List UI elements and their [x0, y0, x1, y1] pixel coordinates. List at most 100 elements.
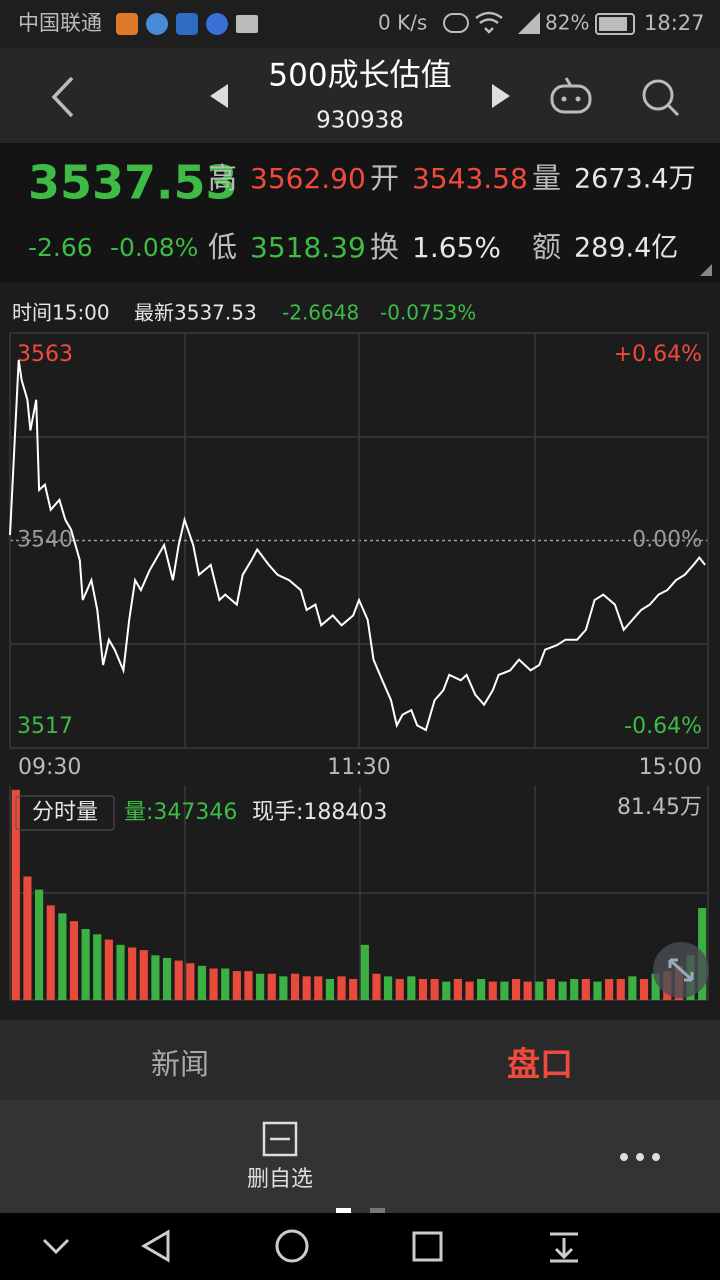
volume-bar [453, 978, 462, 1000]
clock: 18:27 [644, 11, 705, 35]
nav-notify[interactable] [550, 1232, 578, 1263]
volume-bar [23, 876, 32, 1000]
prev-button[interactable] [210, 84, 228, 108]
volume-bar [349, 978, 358, 1000]
battery-text: 82% [545, 11, 589, 35]
info-change: -2.6648 [282, 301, 359, 325]
y2-tick-label: -0.64% [624, 714, 702, 739]
volume-bar [162, 957, 172, 1000]
high: 3562.90 [250, 162, 366, 195]
tab-news[interactable]: 新闻 [151, 1047, 209, 1081]
x-tick-label: 11:30 [327, 755, 390, 780]
label: 额 [532, 230, 561, 264]
nav-home[interactable] [275, 1229, 309, 1263]
volume-bar [523, 981, 532, 1000]
code: 930938 [316, 108, 404, 134]
volume-bar [605, 978, 614, 1000]
volume-bar [35, 889, 44, 1000]
header [0, 48, 720, 143]
volume-bar [314, 976, 323, 1000]
x-tick-label: 15:00 [639, 755, 702, 780]
label: 量 [532, 161, 561, 195]
volume-bar [151, 955, 160, 1000]
volume-bar [221, 968, 230, 1000]
volume-bar [256, 973, 265, 1000]
y2-tick-label: +0.64% [614, 342, 702, 367]
volume-bar [407, 976, 416, 1000]
quote-panel [0, 143, 720, 283]
volume-bar [244, 971, 253, 1000]
open: 3543.58 [412, 162, 528, 195]
page-dot [336, 1208, 351, 1213]
volume-bar [186, 963, 195, 1000]
more-button[interactable] [620, 1153, 660, 1161]
volume-bar [570, 978, 579, 1000]
volume-bar [93, 934, 102, 1000]
info-latest: 最新3537.53 [134, 301, 257, 325]
nav-back[interactable] [141, 1229, 170, 1263]
y-tick-label: 3563 [17, 342, 73, 367]
volume-bar [197, 965, 207, 1000]
volume-bar [511, 978, 521, 1000]
volume-bar [174, 960, 183, 1000]
net-speed: 0 K/s [378, 11, 427, 35]
battery-icon [595, 13, 635, 35]
volume-tag [15, 795, 115, 831]
x-tick-label: 09:30 [18, 755, 81, 780]
volume-bar [535, 981, 544, 1000]
label: 低 [208, 230, 237, 264]
search-button[interactable] [642, 79, 680, 117]
turnover: 1.65% [412, 231, 501, 264]
volume-bar [442, 981, 451, 1000]
volume-bar [500, 981, 509, 1000]
back-button[interactable] [51, 76, 74, 118]
volume-bar [46, 905, 55, 1000]
wifi-icon [475, 11, 503, 34]
volume-bar [337, 976, 346, 1000]
volume-bar [279, 976, 288, 1000]
title: 500成长估值 [268, 58, 451, 94]
volume: 2673.4万 [574, 164, 695, 195]
app-icon [116, 13, 138, 35]
volume-bar [558, 981, 567, 1000]
volume-bar [139, 950, 148, 1000]
mail-icon [236, 15, 258, 33]
price: 3537.53 [28, 156, 238, 210]
eye-icon [443, 13, 469, 33]
volume-bar [418, 978, 428, 1000]
y-tick-label: 3540 [17, 528, 73, 553]
volume-bar [58, 913, 67, 1000]
volume-bar [232, 971, 241, 1000]
amount: 289.4亿 [574, 233, 678, 264]
volume-total: 量:347346 [124, 800, 237, 825]
next-button[interactable] [492, 84, 510, 108]
volume-bar [302, 976, 311, 1000]
label: 换 [370, 230, 399, 264]
fullscreen-icon [668, 958, 694, 982]
y2-tick-label: 0.00% [632, 528, 702, 553]
info-time: 时间15:00 [12, 301, 110, 325]
volume-bar [104, 939, 113, 1000]
volume-bar [384, 976, 393, 1000]
volume-bar [325, 978, 334, 1000]
remove-label[interactable]: 删自选 [247, 1167, 313, 1192]
volume-bar [395, 978, 404, 1000]
volume-bar [430, 978, 439, 1000]
robot-button[interactable] [550, 77, 592, 114]
volume-bar [628, 976, 637, 1000]
app-icon [146, 13, 168, 35]
app-icon [176, 13, 198, 35]
volume-title: 分时量 [32, 800, 98, 825]
nav-hide[interactable] [42, 1238, 70, 1255]
volume-bar [372, 973, 381, 1000]
volume-bar [651, 973, 660, 1000]
hand-volume: 现手:188403 [252, 800, 387, 825]
remove-icon[interactable] [262, 1121, 298, 1157]
app-icon [206, 13, 228, 35]
volume-bar [477, 978, 486, 1000]
tab-market[interactable]: 盘口 [507, 1045, 573, 1084]
y-tick-label: 81.45万 [617, 795, 702, 820]
volume-bar [360, 944, 369, 1000]
nav-recent[interactable] [412, 1231, 443, 1262]
